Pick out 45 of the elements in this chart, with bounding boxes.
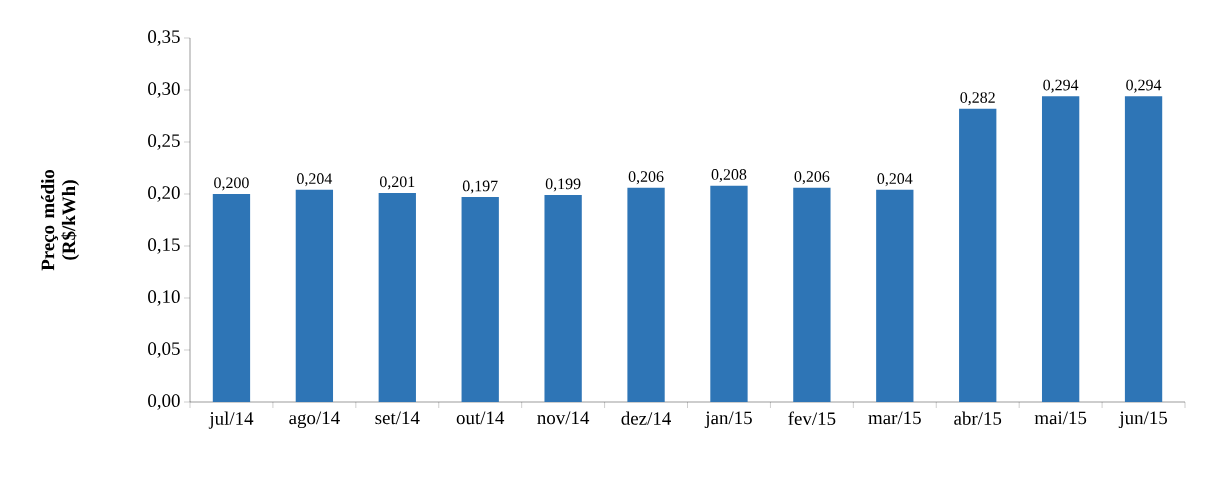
x-tick-label: dez/14 [621,411,671,425]
bar [876,189,914,402]
y-tick-label: 0,15 [148,238,180,254]
data-label: 0,200 [214,177,249,191]
y-tick-label: 0,25 [148,134,180,150]
bar [793,187,831,402]
data-label: 0,294 [1043,79,1079,93]
y-tick-label: 0,35 [148,30,180,46]
bar [959,108,997,402]
data-label: 0,206 [628,171,664,185]
bar [295,189,334,402]
y-tick-label: 0,00 [148,394,180,410]
bar [544,195,582,402]
x-tick-label: ago/14 [289,411,340,429]
bar [378,192,416,402]
x-tick-label: jun/15 [1118,411,1167,429]
bar [1041,96,1080,402]
data-label: 0,206 [794,171,830,185]
bar [1124,96,1163,402]
data-label: 0,199 [545,178,581,192]
y-tick-label: 0,20 [148,186,180,202]
bar [212,194,251,402]
x-tick-label: abr/15 [954,411,1002,425]
x-tick-label: nov/14 [537,411,590,425]
data-label: 0,208 [711,169,747,183]
x-tick-label: out/14 [456,411,505,425]
y-tick-label: 0,30 [148,82,180,98]
x-tick-label: fev/15 [788,411,836,426]
data-label: 0,201 [379,176,415,190]
bar [627,187,665,402]
y-tick-label: 0,10 [148,290,180,306]
x-tick-label: jan/15 [704,411,752,429]
data-label: 0,204 [877,173,913,187]
bar [710,185,748,402]
y-tick-label: 0,05 [148,342,180,358]
x-tick-label: jul/14 [208,411,254,429]
data-label: 0,294 [1126,79,1162,93]
data-label: 0,282 [960,92,995,106]
data-label: 0,197 [462,180,498,194]
data-label: 0,204 [297,173,333,187]
x-tick-label: mai/15 [1034,411,1087,425]
x-tick-label: mar/15 [868,411,921,425]
y-axis-title: Preço médio (R$/kWh) [40,169,80,271]
x-tick-label: set/14 [375,411,420,425]
bar [461,197,499,402]
